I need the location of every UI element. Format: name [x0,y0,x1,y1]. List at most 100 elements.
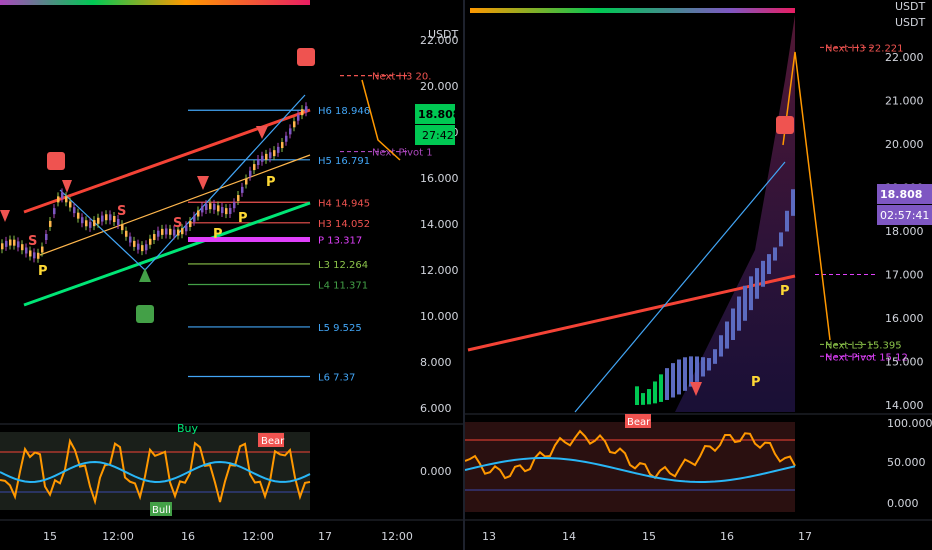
candle-body [743,285,747,321]
price-tag-text: 18.808 [418,108,460,121]
osc-bg [465,422,795,512]
candle-body [217,205,220,212]
candle-body [117,218,120,225]
candle-body [145,244,148,251]
marker-s: S [117,204,126,219]
candle-body [105,214,108,221]
candle-body [65,196,68,203]
candle-body [85,220,88,227]
pivot-levels: Next H3 20. H6 18.946 Next Pivot 1H5 16.79… [188,72,433,383]
candle-body [53,208,56,215]
sell-triangle [256,126,268,139]
left-chart-svg[interactable]: Next H3 20. H6 18.946 Next Pivot 1H5 16.79… [0,0,463,550]
panel-divider[interactable] [463,0,465,550]
candle-body [249,170,252,177]
price-tick: 8.000 [420,356,452,369]
candle-body [165,228,168,235]
candle-body [273,150,276,157]
left-chart-panel[interactable]: Next H3 20. H6 18.946 Next Pivot 1 H5 16.79… [0,0,463,550]
sell-triangle [197,176,209,190]
candle-body [121,224,124,231]
candle-body [305,106,308,113]
price-tag [877,184,932,204]
trend-line [467,274,796,352]
candle-body [153,234,156,241]
candle-body [245,178,248,185]
volatility-cloud [675,15,795,412]
marker-p: P [751,375,761,390]
projection-arrow [361,79,401,161]
time-tick: 14 [562,530,576,543]
candle-body [185,225,188,232]
osc-line-fast [465,429,796,480]
candle-body [197,210,200,217]
candle-body [101,215,104,222]
price-tick: 10.000 [420,310,459,323]
pivot-level-label: L3 12.264 [318,260,368,271]
candle-body [677,359,681,395]
time-axis[interactable]: 13 14 15 16 17 [482,530,812,543]
time-tick: 17 [798,530,812,543]
mid-channel-line [39,154,311,256]
candle-body [731,308,735,340]
candle-body [749,276,753,311]
candle-body [277,146,280,153]
osc-line-fast [0,438,311,506]
candle-body [647,389,651,405]
countdown-tag [877,205,932,225]
time-axis[interactable]: 15 12:00 16 12:00 17 12:00 [43,530,413,543]
price-tick: 6.000 [420,402,452,415]
candle-body [689,356,693,387]
countdown-text: 27:42 [422,129,454,142]
bear-badge-icon [776,116,794,134]
candle-body [209,203,212,210]
bull-signal: Bull [152,505,171,516]
candle-body [9,239,12,246]
candle-body [755,268,759,299]
candle-body [641,393,645,405]
price-tick: 18.000 [885,225,924,238]
currency-label: USDT [895,0,926,13]
osc-tick: 50.000 [887,456,926,469]
right-chart-panel[interactable]: Next H3 22.221 Next L3 15.395 Next Pivot 1… [465,0,932,550]
time-tick: 15 [642,530,656,543]
price-axis[interactable]: 22.00020.00018.00016.00014.00012.00010.0… [420,34,459,415]
marker-p: P [38,264,48,279]
candle-body [133,240,136,247]
candle-body [725,321,729,349]
pivot-level-label: H4 14.945 [318,198,370,209]
candle-body [229,207,232,214]
price-axis[interactable]: 22.00021.00020.00019.00018.00017.00016.0… [885,51,924,412]
pivot-level-label: Next H3 22.221 [825,43,904,54]
candle-body [659,374,663,402]
candle-body [77,212,80,219]
candle-body [73,207,76,214]
marker-s: S [173,216,182,231]
candle-body [653,381,657,404]
osc-tick: 0.000 [887,497,919,510]
marker-p: P [238,211,248,226]
candle-body [97,217,100,224]
candle-body [33,252,36,259]
candle-body [213,203,216,210]
price-tick: 21.000 [885,95,924,108]
pivot-zone [188,237,310,242]
candle-body [81,217,84,224]
time-tick: 15 [43,530,57,543]
pivot-level-label: L4 11.371 [318,280,368,291]
buy-triangle [139,268,151,282]
price-tick: 20.000 [885,138,924,151]
candle-body [701,357,705,377]
candle-body [25,247,28,254]
countdown-tag [415,125,455,145]
candle-body [293,121,296,128]
candle-body [193,215,196,222]
zigzag-line [574,161,786,413]
pivot-level-label: H3 14.052 [318,219,370,230]
candle-body [177,229,180,236]
marker-s: S [28,234,37,249]
price-tick: 22.000 [885,51,924,64]
candle-body [113,216,116,223]
bull-badge [150,502,172,516]
